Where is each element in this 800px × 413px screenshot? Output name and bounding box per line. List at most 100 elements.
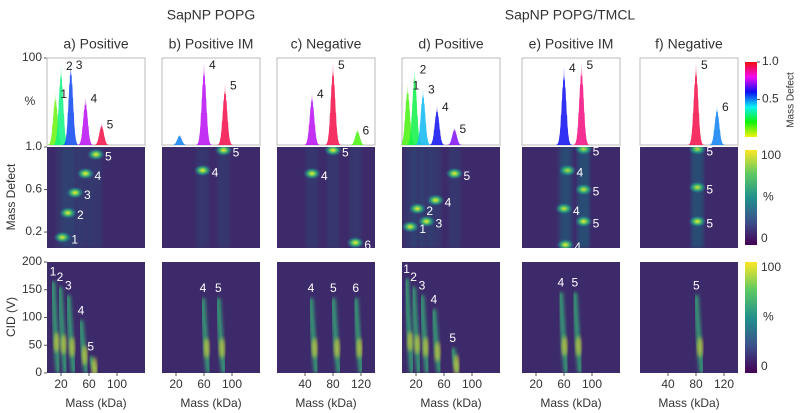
md-spot	[303, 167, 321, 180]
x-tick-label: 20	[169, 377, 183, 391]
panel-region	[162, 262, 260, 373]
x-tick-label: 120	[714, 377, 734, 391]
cid-hotspot	[697, 337, 703, 358]
md-label: 5	[464, 169, 471, 183]
y-axis-label: %	[25, 94, 36, 108]
colorbar-tick-label: 100	[761, 260, 781, 274]
spectrum-peak	[708, 105, 726, 145]
peak-label: 1	[60, 87, 67, 101]
md-label: 2	[426, 204, 433, 218]
md-label: 5	[706, 144, 713, 158]
cid-streak	[419, 295, 431, 373]
md-spot	[324, 147, 342, 157]
cid-label: 5	[330, 281, 337, 295]
md-label: 5	[593, 144, 600, 158]
x-axis-label: Mass (kDa)	[180, 396, 241, 410]
colorbar-label: Mass Defect	[786, 72, 797, 128]
peak-label: 5	[701, 58, 708, 72]
cid-label: 4	[308, 281, 315, 295]
md-label: 5	[706, 183, 713, 197]
cid-streak	[693, 295, 705, 373]
panel-region	[277, 147, 375, 248]
cid-streak	[200, 297, 212, 373]
spectrum-peak	[324, 62, 342, 145]
heatmap-bg	[162, 147, 260, 248]
cid-hotspot	[356, 338, 363, 359]
cid-streak	[308, 297, 320, 373]
spectrum-peak	[61, 61, 80, 145]
intensity-colorbar	[745, 262, 757, 373]
cid-streak	[215, 297, 227, 373]
x-tick-label: 100	[222, 377, 242, 391]
spectrum-peak	[572, 62, 591, 145]
md-spot	[556, 238, 575, 248]
peak-label: 3	[76, 58, 83, 72]
md-band	[559, 147, 572, 248]
spectrum-peak	[687, 62, 705, 145]
cid-streak	[352, 297, 364, 373]
panel-title: c) Negative	[291, 36, 362, 52]
md-label: 6	[364, 238, 371, 252]
md-label: 1	[419, 222, 426, 236]
md-label: 2	[77, 208, 84, 222]
md-label: 4	[95, 169, 102, 183]
cid-label: 4	[558, 276, 565, 290]
cid-label: 3	[419, 278, 426, 292]
x-tick-label: 20	[409, 377, 423, 391]
md-label: 4	[573, 204, 580, 218]
cid-label: 5	[215, 281, 222, 295]
cid-label: 4	[200, 281, 207, 295]
group-title: SapNP POPG	[167, 7, 255, 23]
spectrum-peak	[52, 65, 70, 145]
peak-label: 5	[587, 58, 594, 72]
y-tick-label: 0	[35, 365, 42, 379]
cid-streak	[65, 295, 77, 373]
x-tick-label: 100	[462, 377, 482, 391]
cid-label: 5	[572, 276, 579, 290]
x-tick-label: 20	[54, 377, 68, 391]
cid-streak	[50, 281, 62, 373]
panel-region	[277, 262, 375, 373]
cid-label: 5	[693, 278, 700, 292]
md-spot	[87, 148, 105, 161]
colorbar-tick-label: 0	[761, 359, 768, 373]
md-label: 5	[593, 185, 600, 199]
spectrum-peak	[47, 92, 65, 145]
md-band	[196, 147, 209, 248]
cid-streak	[431, 309, 442, 373]
x-axis-label: Mass (kDa)	[420, 396, 481, 410]
colorbar-label: %	[763, 310, 774, 324]
peak-label: 4	[317, 87, 324, 101]
peak-label: 2	[420, 63, 427, 77]
panel-title: f) Negative	[655, 36, 723, 52]
y-axis-label: CID (V)	[4, 297, 18, 337]
panel-region	[640, 147, 738, 248]
cid-hotspot	[407, 331, 414, 352]
peak-label: 1	[413, 78, 420, 92]
panel-region	[47, 61, 111, 145]
panel-region	[170, 62, 234, 145]
panel-region	[522, 147, 620, 248]
panel-region	[303, 62, 367, 145]
spectrum-peak	[445, 127, 464, 145]
cid-hotspot	[203, 338, 210, 359]
cid-label: 4	[78, 303, 85, 317]
peak-label: 6	[722, 100, 729, 114]
y-tick-label: 150	[22, 282, 42, 296]
colorbar-tick-label: 0.5	[762, 92, 779, 106]
cid-hotspot	[311, 338, 318, 359]
panel-region	[47, 262, 145, 373]
spectrum-peak	[170, 134, 189, 145]
panel-region	[47, 147, 145, 248]
spectrum-peak	[303, 92, 321, 145]
peak-label: 3	[428, 83, 435, 97]
cid-hotspot	[414, 334, 421, 355]
cid-hotspot	[81, 345, 88, 366]
peak-label: 4	[442, 100, 449, 114]
x-tick-label: 80	[326, 377, 340, 391]
md-band	[306, 147, 318, 248]
peak-label: 4	[91, 91, 98, 105]
cid-hotspot	[434, 341, 441, 362]
cid-streak	[57, 286, 69, 373]
